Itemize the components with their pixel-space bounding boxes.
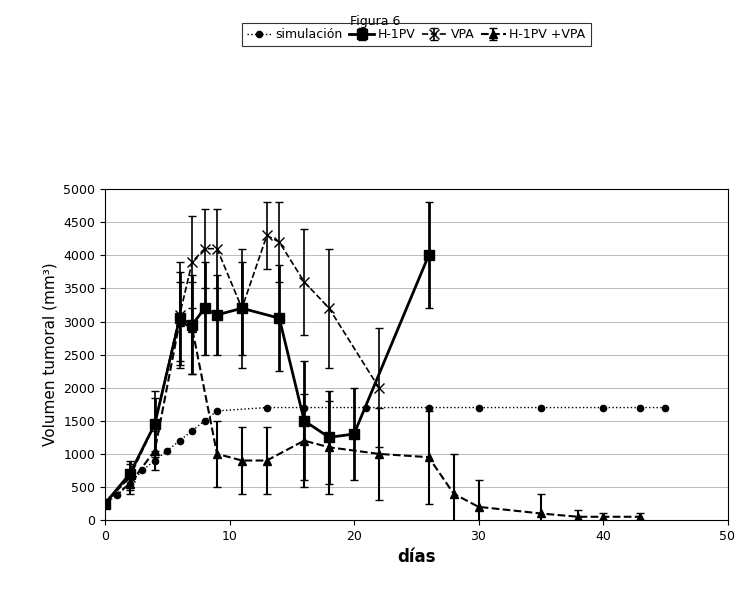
simulación <box>636 404 645 411</box>
simulación <box>536 404 545 411</box>
simulación <box>100 500 109 507</box>
Line: simulación: simulación <box>102 404 668 506</box>
simulación <box>200 417 209 424</box>
Y-axis label: Volumen tumoral (mm³): Volumen tumoral (mm³) <box>43 263 58 446</box>
simulación <box>150 457 159 464</box>
Text: Figura 6: Figura 6 <box>350 15 400 28</box>
simulación <box>163 447 172 454</box>
simulación <box>474 404 483 411</box>
simulación <box>362 404 371 411</box>
simulación <box>176 437 184 444</box>
simulación <box>661 404 670 411</box>
simulación <box>424 404 433 411</box>
simulación <box>300 404 309 411</box>
simulación <box>113 491 122 498</box>
simulación <box>212 407 221 414</box>
X-axis label: días: días <box>397 548 436 566</box>
simulación <box>262 404 272 411</box>
simulación <box>598 404 608 411</box>
Legend: simulación, H-1PV, VPA, H-1PV +VPA: simulación, H-1PV, VPA, H-1PV +VPA <box>242 23 590 46</box>
simulación <box>125 480 134 487</box>
simulación <box>188 427 196 434</box>
simulación <box>138 467 147 474</box>
